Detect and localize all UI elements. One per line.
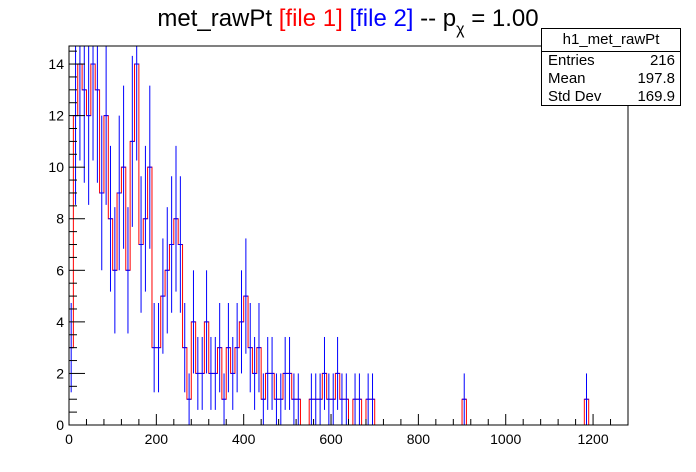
stats-stddev-row: Std Dev 169.9 [542,88,680,106]
x-tick-label: 200 [145,431,169,447]
x-tick-label: 600 [319,431,343,447]
histogram-layer [69,46,594,425]
y-tick-label: 8 [56,211,64,227]
y-tick-label: 2 [56,365,64,381]
stats-entries-value: 216 [649,52,675,69]
y-tick-label: 6 [56,262,64,278]
stats-stddev-label: Std Dev [548,88,602,105]
stats-box: h1_met_rawPt Entries 216 Mean 197.8 Std … [541,28,681,106]
stats-mean-row: Mean 197.8 [542,70,680,88]
stats-entries-row: Entries 216 [542,52,680,70]
title-p: p [442,5,457,32]
x-tick-label: 1000 [490,431,521,447]
series-file1-step [69,63,594,425]
title-file2: [file 2] [349,5,414,32]
title-file1: [file 1] [278,5,343,32]
y-tick-label: 4 [56,314,64,330]
stats-mean-label: Mean [548,70,586,87]
title-separator: -- [420,5,437,32]
stats-name: h1_met_rawPt [542,29,680,52]
title-name: met_rawPt [157,5,273,32]
y-tick-label: 12 [48,108,64,124]
y-tick-label: 14 [48,56,64,72]
x-tick-label: 0 [65,431,73,447]
y-tick-label: 10 [48,159,64,175]
stats-entries-label: Entries [548,52,595,69]
chart-title: met_rawPt [file 1] [file 2] -- pχ = 1.00 [0,2,696,39]
y-tick-label: 0 [56,417,64,433]
x-tick-label: 800 [407,431,431,447]
x-tick-label: 400 [232,431,256,447]
stats-stddev-value: 169.9 [637,88,675,105]
title-value: = 1.00 [471,5,539,32]
stats-mean-value: 197.8 [637,70,675,87]
axes-layer: 0 200 400 600 800 1000 1200 0 2 4 6 8 10 12 14 [48,45,629,447]
title-chi: χ [456,21,465,38]
x-tick-label: 1200 [577,431,608,447]
